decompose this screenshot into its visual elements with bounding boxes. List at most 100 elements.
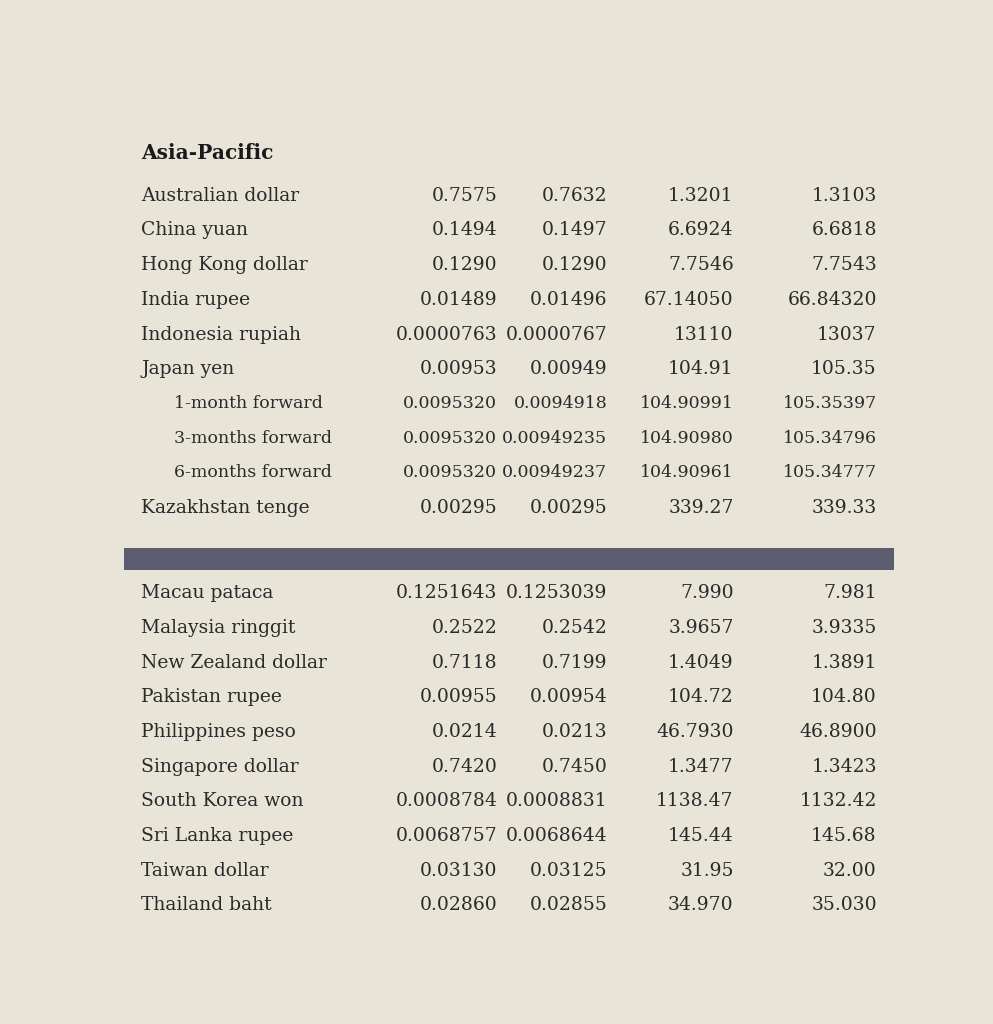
Text: 0.1290: 0.1290	[542, 256, 608, 274]
Text: Singapore dollar: Singapore dollar	[141, 758, 299, 775]
Text: Sri Lanka rupee: Sri Lanka rupee	[141, 827, 293, 845]
Text: Kazakhstan tenge: Kazakhstan tenge	[141, 499, 310, 517]
Text: South Korea won: South Korea won	[141, 793, 304, 810]
Text: 1-month forward: 1-month forward	[174, 395, 323, 412]
Text: 0.00949235: 0.00949235	[502, 430, 608, 446]
Text: 104.80: 104.80	[811, 688, 877, 707]
Text: 0.7420: 0.7420	[432, 758, 497, 775]
Text: 0.0068757: 0.0068757	[395, 827, 497, 845]
Text: 0.0214: 0.0214	[432, 723, 497, 741]
Text: 67.14050: 67.14050	[644, 291, 734, 309]
Text: 7.7546: 7.7546	[668, 256, 734, 274]
Text: 7.7543: 7.7543	[811, 256, 877, 274]
Text: 13037: 13037	[817, 326, 877, 343]
Text: 35.030: 35.030	[811, 896, 877, 914]
Text: Malaysia ringgit: Malaysia ringgit	[141, 618, 296, 637]
Text: 0.0095320: 0.0095320	[403, 430, 497, 446]
Text: 46.8900: 46.8900	[799, 723, 877, 741]
Text: 6-months forward: 6-months forward	[174, 464, 332, 481]
Text: 0.03130: 0.03130	[420, 861, 497, 880]
Text: 104.90991: 104.90991	[639, 395, 734, 412]
Text: Asia-Pacific: Asia-Pacific	[141, 142, 273, 163]
Text: 145.44: 145.44	[668, 827, 734, 845]
Text: 0.0095320: 0.0095320	[403, 464, 497, 481]
Bar	[124, 548, 894, 570]
Text: 1.3891: 1.3891	[811, 653, 877, 672]
Text: 0.00295: 0.00295	[529, 499, 608, 517]
Text: 145.68: 145.68	[811, 827, 877, 845]
Text: 31.95: 31.95	[680, 861, 734, 880]
Text: Philippines peso: Philippines peso	[141, 723, 296, 741]
Text: Macau pataca: Macau pataca	[141, 584, 273, 602]
Text: 0.00955: 0.00955	[420, 688, 497, 707]
Text: 0.01489: 0.01489	[420, 291, 497, 309]
Text: 32.00: 32.00	[823, 861, 877, 880]
Text: 105.35: 105.35	[811, 360, 877, 378]
Text: 0.2522: 0.2522	[432, 618, 497, 637]
Text: China yuan: China yuan	[141, 221, 248, 240]
Text: 7.990: 7.990	[680, 584, 734, 602]
Text: 105.35397: 105.35397	[782, 395, 877, 412]
Text: 0.7450: 0.7450	[541, 758, 608, 775]
Text: 66.84320: 66.84320	[787, 291, 877, 309]
Text: 0.02855: 0.02855	[529, 896, 608, 914]
Text: Japan yen: Japan yen	[141, 360, 234, 378]
Text: 104.72: 104.72	[668, 688, 734, 707]
Text: 0.1497: 0.1497	[542, 221, 608, 240]
Text: 0.0213: 0.0213	[542, 723, 608, 741]
Text: 0.00949: 0.00949	[530, 360, 608, 378]
Text: 0.0095320: 0.0095320	[403, 395, 497, 412]
Text: New Zealand dollar: New Zealand dollar	[141, 653, 327, 672]
Text: 105.34796: 105.34796	[782, 430, 877, 446]
Text: Hong Kong dollar: Hong Kong dollar	[141, 256, 308, 274]
Text: 6.6818: 6.6818	[811, 221, 877, 240]
Text: 0.0000767: 0.0000767	[505, 326, 608, 343]
Text: 0.00954: 0.00954	[529, 688, 608, 707]
Text: Indonesia rupiah: Indonesia rupiah	[141, 326, 301, 343]
Text: 34.970: 34.970	[668, 896, 734, 914]
Text: 0.0008831: 0.0008831	[505, 793, 608, 810]
Text: 0.1494: 0.1494	[432, 221, 497, 240]
Text: India rupee: India rupee	[141, 291, 250, 309]
Text: 7.981: 7.981	[823, 584, 877, 602]
Text: 339.33: 339.33	[811, 499, 877, 517]
Text: 1138.47: 1138.47	[656, 793, 734, 810]
Text: Taiwan dollar: Taiwan dollar	[141, 861, 269, 880]
Text: 0.00295: 0.00295	[420, 499, 497, 517]
Text: 1.4049: 1.4049	[668, 653, 734, 672]
Text: 0.03125: 0.03125	[530, 861, 608, 880]
Text: 1.3423: 1.3423	[811, 758, 877, 775]
Text: 339.27: 339.27	[668, 499, 734, 517]
Text: 0.1253039: 0.1253039	[506, 584, 608, 602]
Text: 0.0000763: 0.0000763	[396, 326, 497, 343]
Text: 0.00949237: 0.00949237	[502, 464, 608, 481]
Text: 0.7118: 0.7118	[432, 653, 497, 672]
Text: 3.9335: 3.9335	[811, 618, 877, 637]
Text: 0.0008784: 0.0008784	[395, 793, 497, 810]
Text: 1132.42: 1132.42	[799, 793, 877, 810]
Text: 0.0094918: 0.0094918	[513, 395, 608, 412]
Text: 105.34777: 105.34777	[782, 464, 877, 481]
Text: 104.90980: 104.90980	[639, 430, 734, 446]
Text: 13110: 13110	[674, 326, 734, 343]
Text: Pakistan rupee: Pakistan rupee	[141, 688, 282, 707]
Text: 104.91: 104.91	[668, 360, 734, 378]
Text: Australian dollar: Australian dollar	[141, 186, 299, 205]
Text: 6.6924: 6.6924	[668, 221, 734, 240]
Text: 1.3201: 1.3201	[668, 186, 734, 205]
Text: 0.02860: 0.02860	[420, 896, 497, 914]
Text: 0.7199: 0.7199	[542, 653, 608, 672]
Text: 0.7575: 0.7575	[432, 186, 497, 205]
Text: 0.0068644: 0.0068644	[505, 827, 608, 845]
Text: 0.1251643: 0.1251643	[396, 584, 497, 602]
Text: Thailand baht: Thailand baht	[141, 896, 272, 914]
Text: 3.9657: 3.9657	[668, 618, 734, 637]
Text: 0.1290: 0.1290	[432, 256, 497, 274]
Text: 46.7930: 46.7930	[656, 723, 734, 741]
Text: 104.90961: 104.90961	[639, 464, 734, 481]
Text: 1.3477: 1.3477	[668, 758, 734, 775]
Text: 0.7632: 0.7632	[542, 186, 608, 205]
Text: 1.3103: 1.3103	[811, 186, 877, 205]
Text: 0.2542: 0.2542	[541, 618, 608, 637]
Text: 0.00953: 0.00953	[420, 360, 497, 378]
